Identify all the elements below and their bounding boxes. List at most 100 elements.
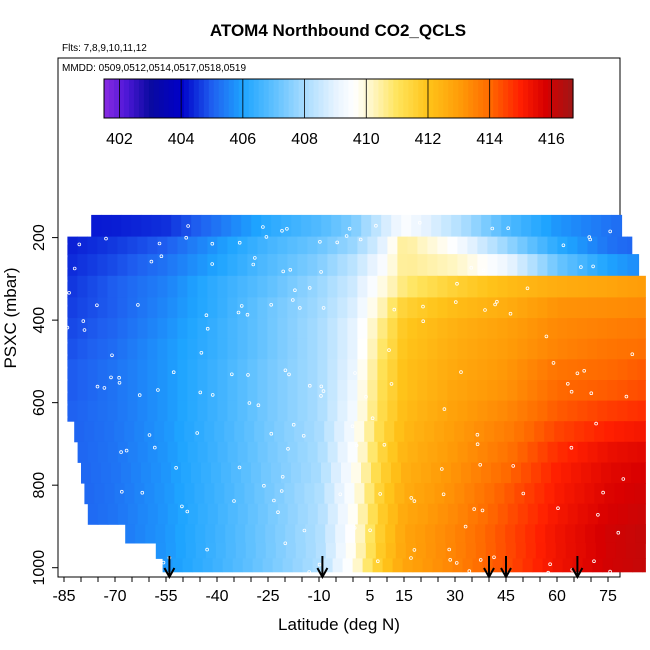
heatmap-cell <box>225 524 236 544</box>
heatmap-cell <box>577 318 588 340</box>
heatmap-cell <box>504 483 515 505</box>
sample-point <box>409 496 414 500</box>
heatmap-cell <box>341 462 352 484</box>
heatmap-cell <box>364 421 375 443</box>
heatmap-cell <box>401 214 412 238</box>
sample-point <box>137 393 142 397</box>
heatmap-cell <box>257 297 268 319</box>
colorbar-segment <box>308 79 315 118</box>
heatmap-cell <box>324 421 335 443</box>
heatmap-cell <box>547 380 558 402</box>
heatmap-cell <box>267 275 278 298</box>
heatmap-cell <box>555 542 567 559</box>
heatmap-cell <box>491 214 502 238</box>
heatmap-cell <box>287 359 298 381</box>
sample-point <box>63 279 68 283</box>
heatmap-cell <box>137 275 148 298</box>
sample-point <box>569 389 574 394</box>
heatmap-cell <box>157 236 168 255</box>
heatmap-cell <box>127 338 138 360</box>
heatmap-cell <box>407 380 418 402</box>
sample-point <box>392 307 397 312</box>
heatmap-cell <box>207 338 218 360</box>
heatmap-cell <box>575 542 587 559</box>
heatmap-cell <box>567 441 579 463</box>
heatmap-cell <box>527 441 539 463</box>
heatmap-cell <box>144 421 155 443</box>
heatmap-cell <box>324 483 335 505</box>
heatmap-cell <box>467 400 478 422</box>
heatmap-cell <box>367 380 378 402</box>
heatmap-cell <box>397 338 408 360</box>
heatmap-cell <box>547 275 558 298</box>
heatmap-cell <box>552 558 564 573</box>
heatmap-cell <box>267 380 278 402</box>
heatmap-cell <box>351 462 362 484</box>
colorbar-segment <box>458 79 464 118</box>
heatmap-cell <box>611 214 622 238</box>
heatmap-cell <box>524 421 535 443</box>
heatmap-cell <box>434 483 445 505</box>
heatmap-cell <box>307 236 318 255</box>
heatmap-cell <box>444 483 455 505</box>
heatmap-cell <box>377 236 388 255</box>
heatmap-cell <box>554 483 565 505</box>
y-axis: 200 400 600 800 1000 <box>31 224 58 585</box>
heatmap-cell <box>434 421 445 443</box>
colorbar-segment <box>373 79 380 118</box>
heatmap-cell <box>517 441 529 463</box>
heatmap-cell <box>642 558 646 573</box>
heatmap-cell <box>302 558 314 573</box>
heatmap-cell <box>117 236 128 255</box>
sample-point <box>592 559 596 563</box>
sample-point <box>287 372 291 377</box>
heatmap-cell <box>417 380 428 402</box>
heatmap-cell <box>415 542 427 559</box>
heatmap-cell <box>277 297 288 319</box>
colorbar-frame <box>103 78 574 119</box>
heatmap-cell <box>627 254 638 277</box>
heatmap-cell <box>175 542 187 559</box>
heatmap-cell <box>107 254 118 277</box>
colorbar-segment <box>148 79 155 118</box>
heatmap-cell <box>111 462 122 484</box>
heatmap-cell <box>595 524 606 544</box>
sample-point <box>230 372 234 377</box>
heatmap-cell <box>377 338 388 360</box>
heatmap-cell <box>177 297 188 319</box>
sample-point <box>521 491 526 496</box>
heatmap-cell <box>577 297 588 319</box>
heatmap-cell <box>402 558 414 573</box>
heatmap-cell <box>307 441 319 463</box>
heatmap-cell <box>377 254 388 277</box>
heatmap-cell <box>247 254 258 277</box>
heatmap-cell <box>422 558 434 573</box>
sample-point <box>171 370 176 375</box>
colorbar-segment <box>543 79 549 118</box>
heatmap-cell <box>247 400 258 422</box>
sample-point <box>321 306 326 310</box>
heatmap-cell <box>397 236 408 255</box>
heatmap-cell <box>347 297 358 319</box>
sample-point <box>63 378 68 382</box>
heatmap-cell <box>135 524 146 544</box>
heatmap-cell <box>194 483 205 505</box>
heatmap-cell <box>307 400 318 422</box>
heatmap-cell <box>261 462 272 484</box>
heatmap-cell <box>607 254 618 277</box>
heatmap-cell <box>407 275 418 298</box>
heatmap-cell <box>207 441 219 463</box>
sample-point <box>561 243 566 248</box>
heatmap-cell <box>567 275 578 298</box>
heatmap-cell <box>117 254 128 277</box>
sample-point <box>82 328 87 332</box>
heatmap-cell <box>97 236 108 255</box>
heatmap-cell <box>441 214 452 238</box>
heatmap-cell <box>347 236 358 255</box>
heatmap-cell <box>624 421 635 443</box>
sample-point <box>556 506 560 511</box>
heatmap-cell <box>281 462 292 484</box>
heatmap-cell <box>507 297 518 319</box>
heatmap-cell <box>77 297 88 319</box>
heatmap-cell <box>625 524 636 544</box>
